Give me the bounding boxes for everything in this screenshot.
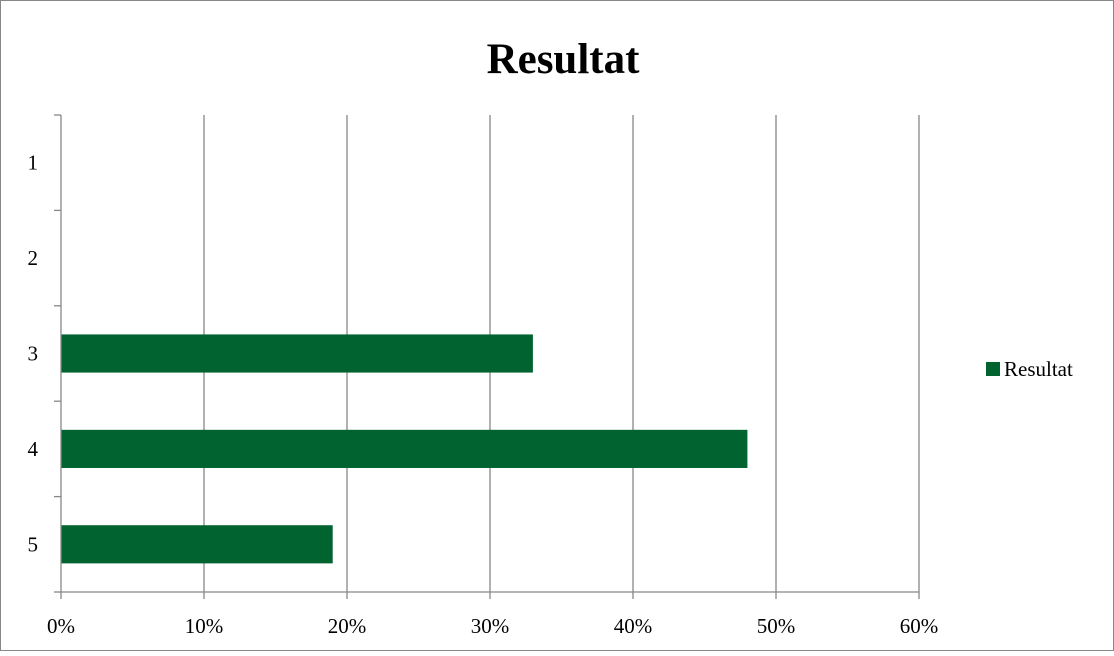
axes: 0% 10% 20% 30% 40% 50% 60% 1 2 3 4 5 <box>28 114 939 638</box>
x-tick-label: 30% <box>471 614 510 638</box>
x-tick-label: 40% <box>614 614 653 638</box>
legend-swatch <box>986 362 1000 376</box>
y-tick-label: 4 <box>28 437 39 461</box>
x-tick-label: 10% <box>185 614 224 638</box>
bar-5 <box>61 525 333 564</box>
bar-4 <box>61 429 748 468</box>
legend-label: Resultat <box>1004 357 1073 381</box>
chart-title: Resultat <box>487 36 641 83</box>
x-tick-label: 50% <box>757 614 796 638</box>
y-tick-label: 1 <box>28 151 39 175</box>
x-tick-label: 20% <box>328 614 367 638</box>
bars <box>61 334 748 564</box>
gridlines <box>203 115 920 592</box>
legend: Resultat <box>986 357 1073 381</box>
bar-3 <box>61 334 533 373</box>
y-tick-label: 2 <box>28 246 39 270</box>
y-tick-label: 5 <box>28 532 39 556</box>
x-tick-label: 60% <box>900 614 939 638</box>
y-tick-label: 3 <box>28 342 39 366</box>
x-tick-label: 0% <box>47 614 75 638</box>
